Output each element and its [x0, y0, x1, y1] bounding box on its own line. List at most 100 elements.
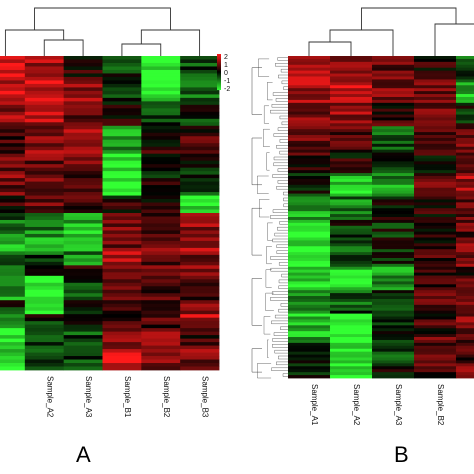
heatmap-cell — [456, 70, 474, 74]
heatmap-cell — [456, 348, 474, 353]
heatmap-cell — [414, 135, 457, 139]
heatmap-cell — [141, 303, 181, 308]
heatmap-cell — [0, 352, 26, 357]
row-dendrogram-branch — [279, 150, 288, 155]
heatmap-cell — [102, 321, 142, 326]
heatmap-cell — [63, 164, 103, 169]
heatmap-cell — [288, 345, 331, 350]
heatmap-cell — [24, 279, 65, 284]
heatmap-cell — [372, 176, 415, 180]
heatmap-cell — [456, 61, 474, 66]
heatmap-cell — [456, 126, 474, 130]
heatmap-cell — [24, 349, 65, 353]
heatmap-cell — [0, 139, 26, 144]
row-dendrogram-branch — [270, 110, 288, 114]
heatmap-cell — [141, 233, 181, 238]
heatmap-cell — [180, 338, 220, 343]
heatmap-cell — [456, 337, 474, 341]
heatmap-cell — [141, 146, 181, 151]
heatmap-cell — [141, 195, 181, 200]
heatmap-cell — [0, 265, 26, 270]
heatmap-cell — [414, 272, 457, 276]
dendrogram-branch — [308, 41, 352, 56]
heatmap-cell — [24, 251, 65, 256]
heatmap-cell — [288, 222, 331, 227]
row-dendrogram-branch — [272, 92, 288, 96]
heatmap-cell — [102, 174, 142, 179]
heatmap-cell — [330, 345, 373, 350]
heatmap-cell — [288, 94, 331, 98]
heatmap-panel-a: 210-1-2 Sample_A2 Sample_A3 Sample_B1 Sampl… — [0, 7, 230, 467]
heatmap-cell — [63, 146, 103, 151]
heatmap-cell — [0, 345, 26, 350]
heatmap-cell — [180, 268, 220, 273]
heatmap-cell — [288, 354, 331, 358]
heatmap-cell — [141, 118, 181, 123]
heatmap-cell — [372, 240, 415, 244]
heatmap-cell — [330, 184, 373, 189]
heatmap-cell — [0, 356, 26, 360]
heatmap-cell — [63, 206, 103, 210]
heatmap-cell — [102, 261, 142, 266]
heatmap-cell — [456, 266, 474, 271]
row-dendrogram-branch — [263, 316, 271, 335]
heatmap-cell — [330, 164, 373, 168]
heatmap-cells-a — [0, 56, 220, 371]
heatmap-cell — [102, 265, 142, 270]
heatmap-cell — [24, 101, 65, 106]
heatmap-cell — [414, 334, 457, 338]
heatmap-cell — [456, 334, 474, 338]
heatmap-cell — [0, 129, 26, 134]
heatmap-cell — [141, 69, 181, 74]
heatmap-cell — [24, 268, 65, 273]
heatmap-cell — [180, 111, 220, 116]
heatmap-cell — [0, 167, 26, 172]
heatmap-cell — [372, 114, 415, 118]
heatmap-cell — [456, 225, 474, 230]
heatmap-cell — [456, 149, 474, 153]
heatmap-cell — [288, 170, 331, 174]
heatmap-cell — [0, 223, 26, 228]
heatmap-cell — [330, 56, 373, 60]
panel-label-b: B — [394, 442, 409, 467]
heatmap-cell — [330, 111, 373, 115]
heatmap-cell — [63, 237, 103, 242]
heatmap-cell — [414, 260, 457, 265]
heatmap-cell — [141, 307, 181, 312]
heatmap-cell — [102, 230, 142, 235]
heatmap-cell — [24, 202, 65, 207]
heatmap-cell — [372, 164, 415, 168]
heatmap-cell — [180, 213, 220, 217]
color-scale-legend: 210-1-2 — [217, 54, 230, 93]
heatmap-cell — [456, 56, 474, 60]
heatmap-cell — [180, 104, 220, 109]
heatmap-cell — [414, 357, 457, 361]
heatmap-cell — [141, 56, 181, 60]
dendrogram-branch — [361, 7, 457, 30]
heatmap-cell — [330, 85, 373, 89]
heatmap-cell — [141, 101, 181, 106]
heatmap-cell — [330, 152, 373, 156]
heatmap-cell — [141, 104, 181, 109]
heatmap-cell — [24, 303, 65, 308]
heatmap-cell — [330, 96, 373, 101]
heatmap-cell — [63, 181, 103, 186]
heatmap-cell — [141, 275, 181, 280]
heatmap-cell — [456, 82, 474, 86]
heatmap-cell — [141, 240, 181, 245]
heatmap-cell — [414, 94, 457, 98]
heatmap-cell — [456, 111, 474, 115]
heatmap-cell — [0, 272, 26, 277]
heatmap-cell — [372, 272, 415, 276]
heatmap-cell — [0, 251, 26, 256]
heatmap-cell — [288, 187, 331, 192]
row-dendrogram-branch — [278, 74, 288, 79]
heatmap-cell — [63, 331, 103, 336]
heatmap-cell — [0, 230, 26, 235]
heatmap-cell — [63, 328, 103, 333]
heatmap-cell — [288, 284, 331, 288]
heatmap-cell — [288, 161, 331, 165]
heatmap-cell — [414, 129, 457, 133]
heatmap-cell — [24, 76, 65, 81]
heatmap-cell — [0, 73, 26, 78]
